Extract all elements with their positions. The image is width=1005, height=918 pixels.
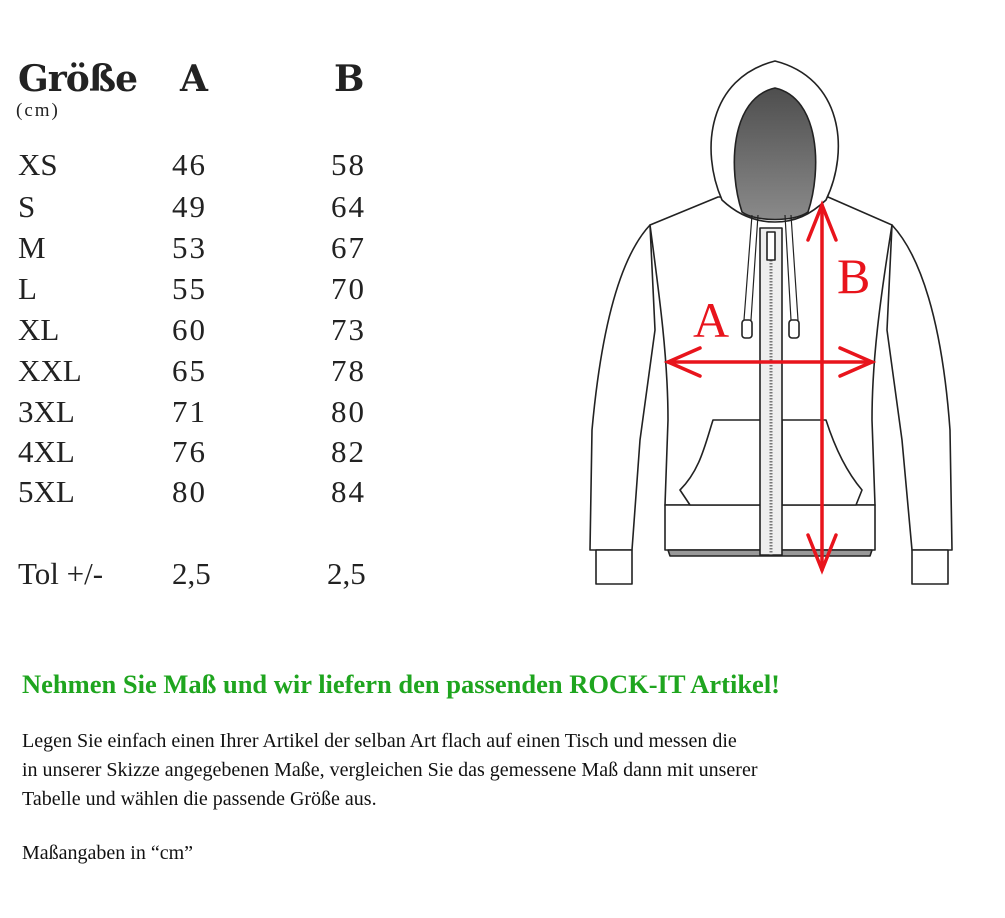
label-a: A xyxy=(693,292,729,348)
size-label: 3XL xyxy=(18,394,75,429)
paragraph-line: in unserer Skizze angegebenen Maße, verg… xyxy=(22,759,758,781)
paragraph-line: Tabelle und wählen die passende Größe au… xyxy=(22,788,377,810)
size-label: L xyxy=(18,271,37,306)
left-sleeve xyxy=(589,224,656,551)
unit-note: Maßangaben in “cm” xyxy=(22,842,194,864)
measure-a: 60 xyxy=(172,312,207,347)
left-cuff xyxy=(595,549,633,585)
size-label: XXL xyxy=(18,353,82,388)
measure-a: 53 xyxy=(172,230,207,265)
size-label: 4XL xyxy=(18,434,75,469)
size-label: M xyxy=(18,230,46,265)
instructions-paragraph: Legen Sie einfach einen Ihrer Artikel de… xyxy=(22,727,922,814)
right-sleeve xyxy=(886,224,953,551)
measure-a: 76 xyxy=(172,434,207,469)
measure-b: 80 xyxy=(331,394,366,429)
header-size: Größe xyxy=(18,58,138,100)
size-label: XS xyxy=(18,147,58,182)
size-label: 5XL xyxy=(18,474,75,509)
label-b: B xyxy=(837,248,870,304)
measure-b: 70 xyxy=(331,271,366,306)
tolerance-a: 2,5 xyxy=(172,556,211,591)
left-pocket xyxy=(679,419,769,506)
measure-b: 64 xyxy=(331,189,366,224)
measure-b: 73 xyxy=(331,312,366,347)
hood-face xyxy=(733,87,817,221)
size-label: S xyxy=(18,189,36,224)
hoodie-diagram: A B xyxy=(589,60,953,585)
header-b: B xyxy=(334,58,364,100)
zipper xyxy=(759,227,783,556)
size-label: XL xyxy=(18,312,60,347)
header-a: A xyxy=(180,58,208,100)
measure-b: 67 xyxy=(331,230,366,265)
measure-b: 58 xyxy=(331,147,366,182)
measure-b: 82 xyxy=(331,434,366,469)
measure-a: 55 xyxy=(172,271,207,306)
measure-a: 49 xyxy=(172,189,207,224)
unit-label: (cm) xyxy=(16,100,60,121)
measure-b: 84 xyxy=(331,474,366,509)
headline: Nehmen Sie Maß und wir liefern den passe… xyxy=(22,669,781,699)
measure-a: 46 xyxy=(172,147,207,182)
measure-b: 78 xyxy=(331,353,366,388)
tolerance-label: Tol +/- xyxy=(18,556,104,591)
paragraph-line: Legen Sie einfach einen Ihrer Artikel de… xyxy=(22,730,737,752)
measure-a: 71 xyxy=(172,394,207,429)
tolerance-b: 2,5 xyxy=(327,556,366,591)
right-cuff xyxy=(911,549,949,585)
measure-a: 65 xyxy=(172,353,207,388)
measure-a: 80 xyxy=(172,474,207,509)
